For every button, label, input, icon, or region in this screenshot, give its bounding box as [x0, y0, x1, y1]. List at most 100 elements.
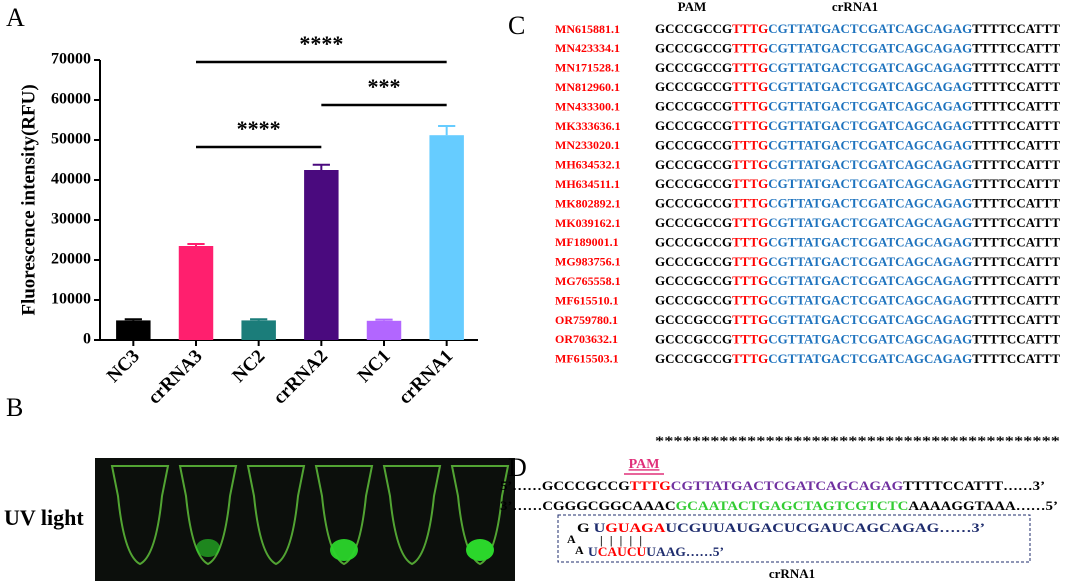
sequence-line: GCCCGCCGTTTGCGTTATGACTCGATCAGCAGAGTTTTCC…: [655, 234, 1060, 249]
panel-label: C: [508, 11, 525, 40]
tube: [382, 465, 442, 566]
bar: [429, 135, 464, 340]
accession: MN171528.1: [555, 61, 620, 75]
photo-caption: UV light: [4, 505, 84, 530]
sequence-segment: GCCCGCCG: [655, 254, 732, 269]
sequence-segment: CGTTATGACTCGATCAGCAGAG: [768, 312, 972, 327]
tubes: [110, 465, 510, 566]
sequence-segment: GCCCGCCG: [655, 176, 732, 191]
tube: [110, 465, 170, 566]
bar: [241, 320, 276, 340]
sequence-segment: CGTTATGACTCGATCAGCAGAG: [768, 79, 972, 94]
y-tick-label: 30000: [51, 211, 91, 228]
sequence-line: G U GUAGA UCGUUAUGACUCGAUCAGCAGAG……3’: [577, 520, 985, 535]
sequence-segment: TTTTCCATTT: [972, 312, 1060, 327]
sequence-segment: CGTTATGACTCGATCAGCAGAG: [768, 60, 972, 75]
glow: [466, 539, 494, 561]
sequence-segment: TTTTCCATTT: [972, 157, 1060, 172]
sequence-segment: TTTTCCATTT: [972, 273, 1060, 288]
accession: MF615510.1: [555, 293, 619, 307]
sequence-line: GCCCGCCGTTTGCGTTATGACTCGATCAGCAGAGTTTTCC…: [655, 99, 1060, 114]
sequence-segment: AAAAGGTAAA……5’: [908, 498, 1058, 513]
error-bar: [312, 163, 330, 170]
sequence-segment: TTTG: [732, 254, 768, 269]
tube: [178, 465, 238, 566]
sequence-segment: GCCCGCCG: [655, 215, 732, 230]
sequence-segment: GCCCGCCG: [655, 21, 732, 36]
sequence-segment: TTTG: [732, 312, 768, 327]
sequence-segment: TTTTCCATTT: [972, 331, 1060, 346]
sequence-segment: GCCCGCCG: [655, 331, 732, 346]
accession: MK039162.1: [555, 216, 621, 230]
sequence-segment: U: [594, 520, 606, 535]
accession: MN812960.1: [555, 80, 620, 94]
sequence-segment: GCCCGCCG: [655, 157, 732, 172]
sequence-line: GCCCGCCGTTTGCGTTATGACTCGATCAGCAGAGTTTTCC…: [655, 21, 1060, 36]
sequence-segment: GCCCGCCG: [655, 60, 732, 75]
y-tick-label: 60000: [51, 91, 91, 108]
sequence-line: GCCCGCCGTTTGCGTTATGACTCGATCAGCAGAGTTTTCC…: [655, 273, 1060, 288]
sequence-segment: TTTTCCATTT: [972, 40, 1060, 55]
sequence-segment: GCCCGCCG: [655, 137, 732, 152]
x-tick-label: NC1: [354, 346, 395, 387]
tube: [246, 465, 306, 566]
sequence-segment: CGTTATGACTCGATCAGCAGAG: [768, 351, 972, 366]
sequence-segment: TTTG: [732, 215, 768, 230]
x-tick-label: crRNA3: [144, 346, 207, 409]
sequence-segment: TTTTCCATTT: [972, 21, 1060, 36]
x-tick-label: crRNA1: [395, 346, 458, 409]
accession: MK802892.1: [555, 196, 621, 210]
sequence-segment: CAUCU: [598, 544, 647, 559]
sequence-segment: CGTTATGACTCGATCAGCAGAG: [671, 478, 903, 493]
sequence-segment: CGTTATGACTCGATCAGCAGAG: [768, 40, 972, 55]
sequence-segment: TTTTCCATTT: [972, 99, 1060, 114]
sequence-segment: CGTTATGACTCGATCAGCAGAG: [768, 273, 972, 288]
sequence-segment: TTTTCCATTT: [972, 176, 1060, 191]
sequence-segment: CGTTATGACTCGATCAGCAGAG: [768, 293, 972, 308]
sequence-segment: TTTG: [732, 99, 768, 114]
sequence-segment: GCCCGCCG: [655, 40, 732, 55]
sequence-segment: CGTTATGACTCGATCAGCAGAG: [768, 176, 972, 191]
bar: [116, 320, 151, 340]
sequence-segment: TTTTCCATTT: [972, 196, 1060, 211]
y-axis-label: Fluorescence intensity(RFU): [18, 84, 39, 315]
sequence-segment: 3’……CGGGCGGCAAAC: [500, 498, 676, 513]
bar: [366, 320, 402, 340]
conservation-line: ****************************************…: [655, 433, 1060, 448]
sequence-line: GCCCGCCGTTTGCGTTATGACTCGATCAGCAGAGTTTTCC…: [655, 137, 1060, 152]
accession: MF615503.1: [555, 352, 619, 366]
sequence-line: 5’……GCCCGCCG TTTG CGTTATGACTCGATCAGCAGAG TT…: [500, 478, 1045, 493]
sequence-segment: CGTTATGACTCGATCAGCAGAG: [768, 254, 972, 269]
accession: MN433300.1: [555, 99, 620, 113]
sequence-segment: GCCCGCCG: [655, 293, 732, 308]
y-tick-label: 50000: [51, 131, 91, 148]
significance-label: ****: [299, 31, 343, 56]
panel-label: D: [508, 453, 527, 482]
base-pairing: | | | | |: [600, 533, 642, 547]
sequence-segment: GCCCGCCG: [655, 79, 732, 94]
glow: [330, 539, 358, 561]
significance-label: ***: [368, 74, 401, 99]
sequence-line: GCCCGCCGTTTGCGTTATGACTCGATCAGCAGAGTTTTCC…: [655, 351, 1060, 366]
sequence-segment: TTTTCCATTT: [972, 351, 1060, 366]
sequence-segment: CGTTATGACTCGATCAGCAGAG: [768, 234, 972, 249]
sequence-segment: GUAGA: [605, 520, 666, 535]
x-tick-label: NC3: [103, 346, 144, 387]
tube: [314, 465, 374, 566]
sequence-segment: TTTG: [732, 196, 768, 211]
error-bar: [124, 318, 142, 321]
y-tick-label: 0: [83, 331, 91, 348]
accession: MN423334.1: [555, 41, 620, 55]
sequence-segment: TTTTCCATTT: [972, 79, 1060, 94]
sequence-line: GCCCGCCGTTTGCGTTATGACTCGATCAGCAGAGTTTTCC…: [655, 293, 1060, 308]
loop-base: A: [575, 543, 584, 557]
sequence-segment: GCCCGCCG: [655, 234, 732, 249]
sequence-segment: TTTTCCATTT: [972, 137, 1060, 152]
sequence-segment: TTTTCCATTT: [972, 60, 1060, 75]
sequence-segment: GCCCGCCG: [655, 312, 732, 327]
y-tick-label: 70000: [51, 51, 91, 68]
sequence-line: GCCCGCCGTTTGCGTTATGACTCGATCAGCAGAGTTTTCC…: [655, 176, 1060, 191]
sequence-segment: U: [588, 544, 598, 559]
sequence-segment: TTTTCCATTT: [972, 215, 1060, 230]
sequence-segment: GCCCGCCG: [655, 351, 732, 366]
